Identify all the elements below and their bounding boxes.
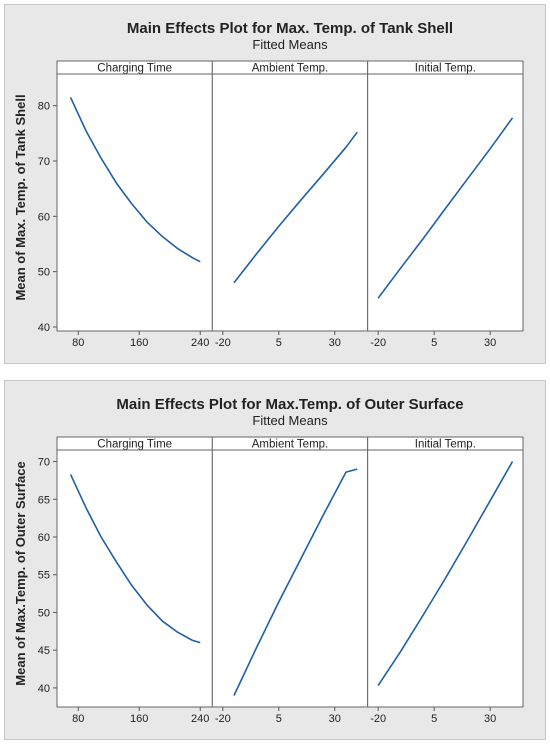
x-tick-label: 30 xyxy=(484,713,496,725)
fitted-means-line xyxy=(69,474,201,644)
y-axis-label: Mean of Max. Temp. of Tank Shell xyxy=(13,94,28,300)
x-tick-label: 80 xyxy=(72,713,84,725)
chart-subtitle: Fitted Means xyxy=(252,413,328,428)
panel-strip-label: Ambient Temp. xyxy=(252,63,329,75)
y-tick-label: 45 xyxy=(38,645,50,657)
x-tick-label: -20 xyxy=(215,337,231,349)
panel-strip-label: Ambient Temp. xyxy=(252,439,329,451)
main-effects-chart-tank-shell: Main Effects Plot for Max. Temp. of Tank… xyxy=(4,4,546,364)
y-tick-label: 40 xyxy=(38,683,50,695)
y-tick-label: 60 xyxy=(38,211,50,223)
x-tick-label: 5 xyxy=(431,713,437,725)
panel-strip-label: Initial Temp. xyxy=(415,63,476,75)
panel-ambient-temp: Ambient Temp. -20 5 30 xyxy=(211,60,369,349)
panel-strip-label: Charging Time xyxy=(97,439,172,451)
fitted-means-line xyxy=(377,461,514,687)
fitted-means-line xyxy=(233,468,358,696)
main-effects-chart-outer-surface: Main Effects Plot for Max.Temp. of Outer… xyxy=(4,380,546,740)
panel-strip-label: Initial Temp. xyxy=(415,439,476,451)
chart-title: Main Effects Plot for Max.Temp. of Outer… xyxy=(116,396,463,413)
x-tick-label: 80 xyxy=(72,337,84,349)
x-tick-label: -20 xyxy=(370,337,386,349)
fitted-means-line xyxy=(377,117,514,299)
x-tick-label: 240 xyxy=(191,337,209,349)
y-tick-label: 50 xyxy=(38,607,50,619)
y-tick-label: 70 xyxy=(38,457,50,469)
x-tick-label: 30 xyxy=(484,337,496,349)
fitted-means-line xyxy=(69,97,201,263)
x-tick-label: 5 xyxy=(276,337,282,349)
x-tick-label: 30 xyxy=(329,713,341,725)
y-tick-label: 70 xyxy=(38,156,50,168)
chart-svg-outer-surface: Main Effects Plot for Max.Temp. of Outer… xyxy=(13,396,524,725)
x-tick-label: 5 xyxy=(276,713,282,725)
y-tick-label: 65 xyxy=(38,494,50,506)
x-tick-label: -20 xyxy=(215,713,231,725)
chart-svg-tank-shell: Main Effects Plot for Max. Temp. of Tank… xyxy=(13,20,524,349)
panel-strip-label: Charging Time xyxy=(97,63,172,75)
panel-plot-area xyxy=(211,73,369,332)
x-tick-label: 160 xyxy=(130,713,148,725)
panel-charging-time: Charging Time 80 160 240 xyxy=(56,60,213,349)
panel-plot-area xyxy=(367,73,524,332)
panel-plot-area xyxy=(56,449,213,708)
chart-title: Main Effects Plot for Max. Temp. of Tank… xyxy=(127,20,453,37)
panel-charging-time: Charging Time 80 160 240 xyxy=(56,436,213,725)
x-tick-label: -20 xyxy=(370,713,386,725)
y-axis-label: Mean of Max.Temp. of Outer Surface xyxy=(13,461,28,685)
y-tick-label: 60 xyxy=(38,532,50,544)
y-tick-label: 55 xyxy=(38,570,50,582)
y-tick-label: 80 xyxy=(38,101,50,113)
chart-subtitle: Fitted Means xyxy=(252,37,328,52)
x-tick-label: 240 xyxy=(191,713,209,725)
y-tick-label: 50 xyxy=(38,267,50,279)
x-tick-label: 30 xyxy=(329,337,341,349)
y-tick-label: 40 xyxy=(38,322,50,334)
fitted-means-line xyxy=(233,131,358,284)
x-tick-label: 160 xyxy=(130,337,148,349)
panel-initial-temp: Initial Temp. -20 5 30 xyxy=(367,60,524,349)
panel-initial-temp: Initial Temp. -20 5 30 xyxy=(367,436,524,725)
panel-plot-area xyxy=(56,73,213,332)
panel-ambient-temp: Ambient Temp. -20 5 30 xyxy=(211,436,369,725)
x-tick-label: 5 xyxy=(431,337,437,349)
